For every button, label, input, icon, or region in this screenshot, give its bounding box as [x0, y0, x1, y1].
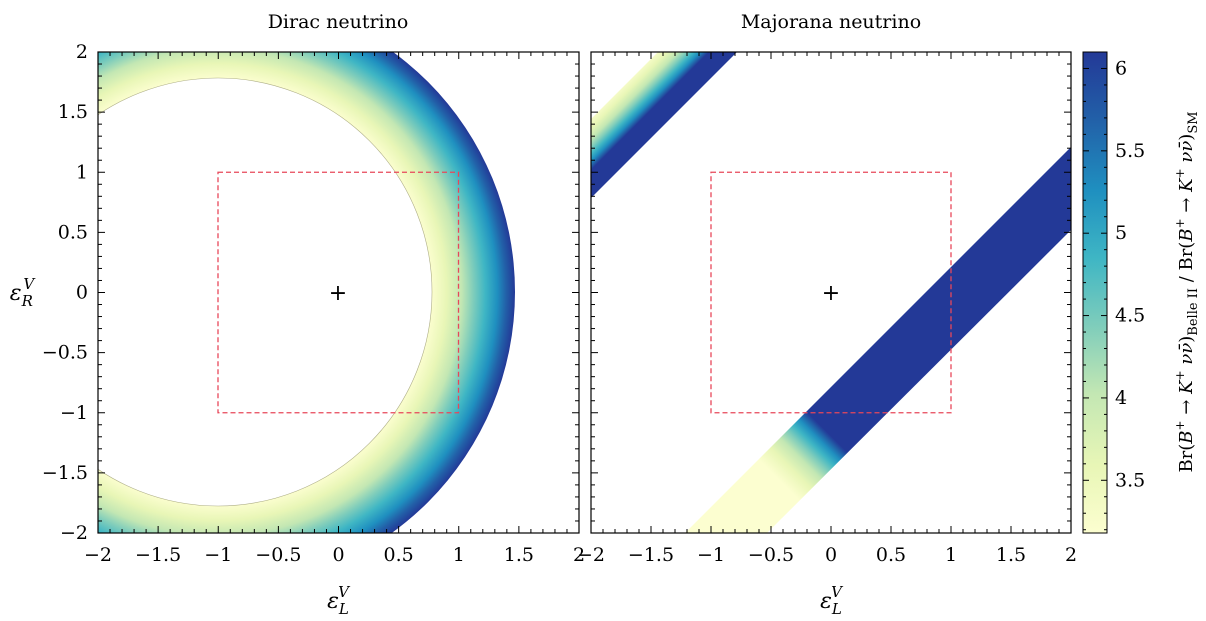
colorbar-tick-label: 6 [1115, 57, 1127, 79]
dirac-ytick-label: −1 [60, 402, 88, 424]
dirac-xlabel: εLV [327, 583, 351, 618]
majorana-sm-marker: + [822, 281, 840, 306]
dirac-xtick-label: 0 [332, 544, 344, 566]
majorana-xtick-label: −0.5 [748, 544, 794, 566]
dirac-xtick-label: 1.5 [504, 544, 534, 566]
dirac-ytick-label: 0.5 [58, 221, 88, 243]
dirac-xtick-label: 2 [573, 544, 585, 566]
dirac-ylabel: εRV [10, 275, 37, 310]
majorana-xtick-label: 0 [825, 544, 837, 566]
majorana-panel: Majorana neutrino + −2 −1.5 −1 −0.5 0 0.5 1 1.5… [577, 11, 1077, 618]
colorbar-tick-label: 4.5 [1115, 305, 1145, 327]
colorbar-tick-label: 4 [1115, 387, 1127, 409]
dirac-xtick-label: 0.5 [384, 544, 414, 566]
dirac-dashed-box [217, 171, 460, 414]
dirac-xtick-label: −1.5 [135, 544, 181, 566]
majorana-xtick-label: 0.5 [876, 544, 906, 566]
colorbar-tick-label: 5.5 [1115, 140, 1145, 162]
colorbar-tick-label: 5 [1115, 222, 1127, 244]
majorana-ticks: −2 −1.5 −1 −0.5 0 0.5 1 1.5 2 [577, 51, 1077, 566]
dirac-ytick-label: 1.5 [58, 101, 88, 123]
colorbar: 3.5 4 4.5 5 5.5 6 Br(B+ → K+ νν̄)Belle II / B… [1082, 51, 1201, 534]
dirac-ytick-label: 1 [76, 161, 88, 183]
dirac-xtick-label: −2 [84, 544, 112, 566]
majorana-band-lower [685, 147, 1071, 533]
dirac-ytick-label: 0 [76, 282, 88, 304]
dirac-ytick-label: −1.5 [42, 462, 88, 484]
dirac-xtick-label: −1 [204, 544, 232, 566]
majorana-xtick-label: −1 [697, 544, 725, 566]
colorbar-label: Br(B+ → K+ νν̄)Belle II / Br(B+ → K+ νν̄… [1173, 111, 1201, 472]
dirac-xtick-label: 1 [453, 544, 465, 566]
colorbar-ticks: 3.5 4 4.5 5 5.5 6 [1083, 51, 1145, 531]
majorana-dashed-box [710, 171, 952, 414]
dirac-panel: Dirac neutrino + −2 −1.5 −1 −0.5 0 0.5 1 1.5 2−2… [10, 11, 585, 618]
dirac-sm-marker: + [329, 281, 347, 306]
majorana-title: Majorana neutrino [741, 11, 921, 33]
majorana-xtick-label: −1.5 [628, 544, 674, 566]
dirac-ticks: −2 −1.5 −1 −0.5 0 0.5 1 1.5 2 −2 −1.5 −1 −0.5 0 0.5 1 1.… [42, 41, 585, 566]
majorana-xtick-label: 2 [1065, 544, 1077, 566]
dirac-ytick-label: 2 [76, 41, 88, 63]
dirac-xtick-label: −0.5 [255, 544, 301, 566]
majorana-xtick-label: −2 [577, 544, 605, 566]
dirac-title: Dirac neutrino [268, 11, 409, 33]
majorana-xlabel: εLV [820, 583, 844, 618]
majorana-xtick-label: 1 [945, 544, 957, 566]
dirac-ytick-label: −0.5 [42, 342, 88, 364]
majorana-xtick-label: 1.5 [996, 544, 1026, 566]
colorbar-tick-label: 3.5 [1115, 469, 1145, 491]
majorana-band-upper [591, 52, 737, 198]
colorbar-gradient [1082, 51, 1108, 534]
dirac-ytick-label: −2 [60, 522, 88, 544]
